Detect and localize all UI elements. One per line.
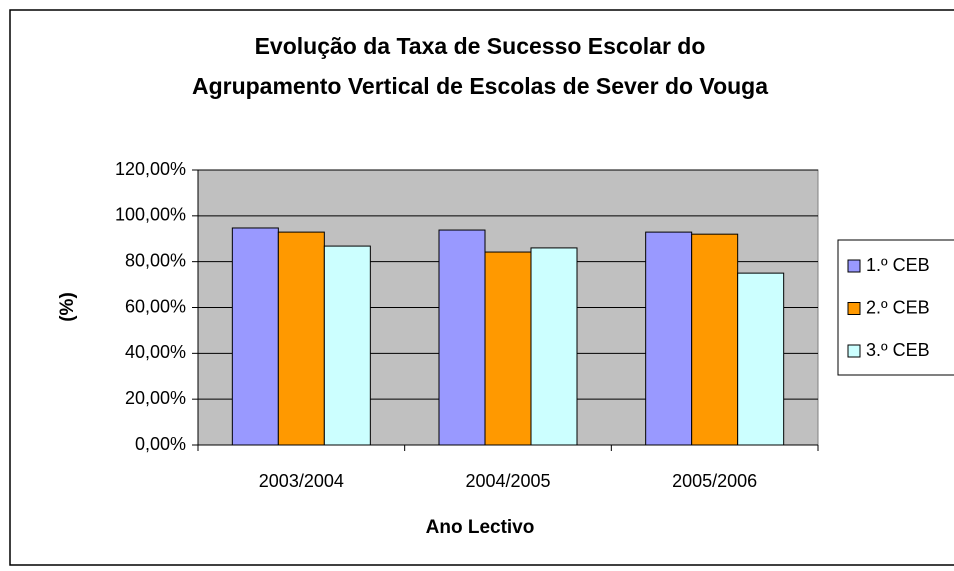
y-tick-label: 80,00% — [125, 250, 186, 270]
y-tick-label: 40,00% — [125, 342, 186, 362]
legend-label: 3.º CEB — [866, 340, 930, 360]
chart-title: Agrupamento Vertical de Escolas de Sever… — [192, 73, 768, 99]
y-tick-label: 100,00% — [115, 205, 186, 225]
y-tick-label: 0,00% — [135, 434, 186, 454]
y-axis-title: (%) — [57, 292, 78, 322]
y-tick-label: 60,00% — [125, 296, 186, 316]
x-tick-label: 2003/2004 — [259, 471, 344, 491]
y-tick-label: 120,00% — [115, 159, 186, 179]
y-tick-label: 20,00% — [125, 388, 186, 408]
bar — [438, 229, 486, 446]
legend-swatch — [847, 259, 861, 273]
legend-label: 1.º CEB — [866, 255, 930, 275]
bar — [645, 231, 693, 446]
chart-title: Evolução da Taxa de Sucesso Escolar do — [255, 33, 706, 59]
bar — [323, 245, 371, 446]
bar — [737, 272, 785, 446]
bar — [277, 231, 325, 446]
bar — [484, 251, 532, 446]
x-tick-label: 2005/2006 — [672, 471, 757, 491]
legend-label: 2.º CEB — [866, 297, 930, 317]
legend-swatch — [847, 302, 861, 315]
legend-swatch — [847, 344, 861, 358]
x-tick-label: 2004/2005 — [465, 471, 550, 491]
bar — [691, 233, 739, 446]
bar — [530, 247, 578, 446]
x-axis-title: Ano Lectivo — [426, 517, 535, 538]
bar — [231, 227, 279, 446]
